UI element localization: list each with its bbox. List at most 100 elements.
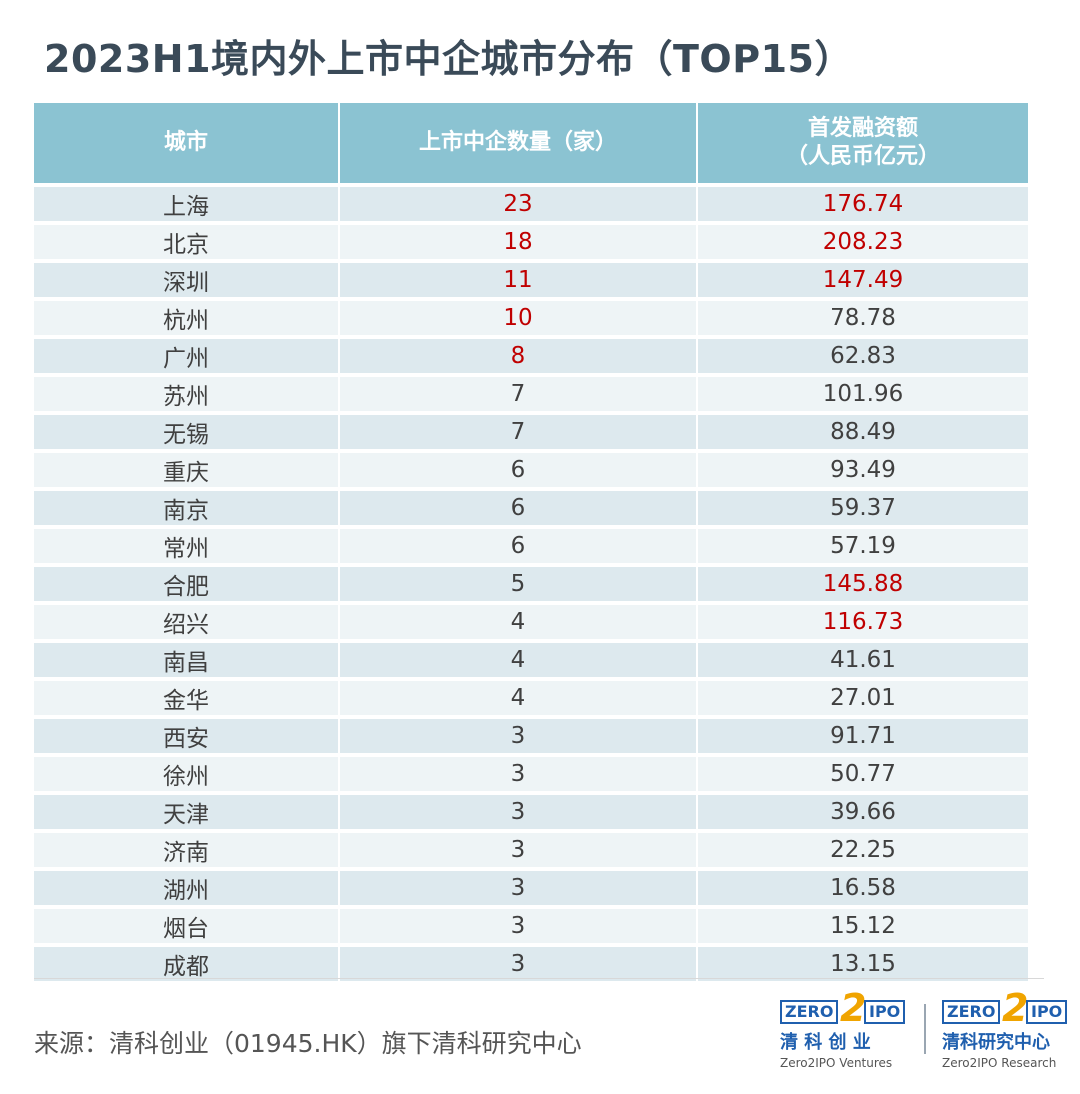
table-row: 北京 18 208.23 (34, 221, 1028, 261)
count-cell: 3 (338, 943, 697, 981)
chart-title: 2023H1境内外上市中企城市分布（TOP15） (44, 37, 853, 81)
table-row: 烟台 3 15.12 (34, 905, 1028, 945)
zero2ipo-research-logo: ZERO 2 IPO 清科研究中心 Zero2IPO Research (942, 988, 1068, 1070)
count-cell: 4 (338, 639, 697, 679)
city-cell: 济南 (34, 829, 339, 869)
city-cell: 烟台 (34, 905, 339, 945)
amount-cell: 50.77 (696, 753, 1028, 793)
table-body: 上海 23 176.74 北京 18 208.23 深圳 11 147.49 杭州 10 78.78 广… (34, 183, 1028, 981)
city-cell: 天津 (34, 791, 339, 831)
count-cell: 11 (338, 259, 697, 299)
amount-cell: 16.58 (696, 867, 1028, 907)
table-row: 徐州 3 50.77 (34, 753, 1028, 793)
count-cell: 8 (338, 335, 697, 375)
count-cell: 6 (338, 487, 697, 527)
count-cell: 5 (338, 563, 697, 603)
city-cell: 金华 (34, 677, 339, 717)
amount-cell: 88.49 (696, 411, 1028, 451)
city-cell: 深圳 (34, 259, 339, 299)
count-cell: 23 (338, 183, 697, 223)
zero2ipo-ventures-logo: ZERO 2 IPO 清 科 创 业 Zero2IPO Ventures (780, 988, 910, 1070)
table-row: 湖州 3 16.58 (34, 867, 1028, 907)
amount-cell: 57.19 (696, 525, 1028, 565)
table-row: 绍兴 4 116.73 (34, 601, 1028, 641)
table-row: 上海 23 176.74 (34, 183, 1028, 223)
logo-separator (924, 1004, 926, 1054)
amount-cell: 145.88 (696, 563, 1028, 603)
table-row: 重庆 6 93.49 (34, 449, 1028, 489)
amount-cell: 22.25 (696, 829, 1028, 869)
count-cell: 18 (338, 221, 697, 261)
logo-cn-name: 清科研究中心 (942, 1032, 1050, 1053)
city-cell: 西安 (34, 715, 339, 755)
count-cell: 4 (338, 601, 697, 641)
amount-cell: 78.78 (696, 297, 1028, 337)
logo-cn-name: 清 科 创 业 (780, 1032, 871, 1053)
footer-divider (34, 978, 1044, 979)
table-row: 无锡 7 88.49 (34, 411, 1028, 451)
city-cell: 广州 (34, 335, 339, 375)
city-cell: 湖州 (34, 867, 339, 907)
table-row: 南京 6 59.37 (34, 487, 1028, 527)
column-header-count: 上市中企数量（家） (338, 103, 697, 185)
table-row: 成都 3 13.15 (34, 943, 1028, 981)
logo-en-name: Zero2IPO Ventures (780, 1056, 893, 1070)
city-cell: 南昌 (34, 639, 339, 679)
table-row: 苏州 7 101.96 (34, 373, 1028, 413)
table-row: 济南 3 22.25 (34, 829, 1028, 869)
source-note: 来源：清科创业（01945.HK）旗下清科研究中心 (34, 1029, 582, 1058)
logo-box-zero: ZERO (942, 1000, 1001, 1024)
zero2ipo-research-mark: ZERO 2 IPO (942, 988, 1068, 1028)
table-row: 合肥 5 145.88 (34, 563, 1028, 603)
count-cell: 6 (338, 525, 697, 565)
amount-cell: 93.49 (696, 449, 1028, 489)
count-cell: 6 (338, 449, 697, 489)
amount-cell: 41.61 (696, 639, 1028, 679)
logo-box-ipo: IPO (864, 1000, 906, 1024)
count-cell: 3 (338, 753, 697, 793)
count-cell: 3 (338, 791, 697, 831)
city-cell: 常州 (34, 525, 339, 565)
count-cell: 7 (338, 373, 697, 413)
city-cell: 重庆 (34, 449, 339, 489)
table-header-row: 城市 上市中企数量（家） 首发融资额 （人民币亿元） (34, 103, 1028, 185)
city-cell: 合肥 (34, 563, 339, 603)
count-cell: 3 (338, 905, 697, 945)
amount-cell: 116.73 (696, 601, 1028, 641)
data-table: 城市 上市中企数量（家） 首发融资额 （人民币亿元） 上海 23 176.74 北京 1… (34, 103, 1028, 981)
amount-cell: 27.01 (696, 677, 1028, 717)
count-cell: 3 (338, 715, 697, 755)
amount-cell: 208.23 (696, 221, 1028, 261)
count-cell: 10 (338, 297, 697, 337)
amount-cell: 39.66 (696, 791, 1028, 831)
amount-cell: 101.96 (696, 373, 1028, 413)
logo-box-zero: ZERO (780, 1000, 839, 1024)
table-row: 金华 4 27.01 (34, 677, 1028, 717)
count-cell: 7 (338, 411, 697, 451)
amount-cell: 91.71 (696, 715, 1028, 755)
city-cell: 南京 (34, 487, 339, 527)
count-cell: 3 (338, 829, 697, 869)
amount-cell: 59.37 (696, 487, 1028, 527)
amount-cell: 15.12 (696, 905, 1028, 945)
table-row: 天津 3 39.66 (34, 791, 1028, 831)
table-row: 常州 6 57.19 (34, 525, 1028, 565)
zero2ipo-ventures-mark: ZERO 2 IPO (780, 988, 910, 1028)
count-cell: 3 (338, 867, 697, 907)
table-row: 杭州 10 78.78 (34, 297, 1028, 337)
table-row: 西安 3 91.71 (34, 715, 1028, 755)
city-cell: 绍兴 (34, 601, 339, 641)
logo-en-name: Zero2IPO Research (942, 1056, 1057, 1070)
amount-cell: 13.15 (696, 943, 1028, 981)
column-header-city: 城市 (34, 103, 339, 185)
city-cell: 杭州 (34, 297, 339, 337)
city-cell: 北京 (34, 221, 339, 261)
column-header-amount: 首发融资额 （人民币亿元） (696, 103, 1028, 185)
count-cell: 4 (338, 677, 697, 717)
city-cell: 徐州 (34, 753, 339, 793)
amount-cell: 147.49 (696, 259, 1028, 299)
logo-numeral: 2 (1002, 986, 1029, 1030)
city-cell: 成都 (34, 943, 339, 981)
city-cell: 上海 (34, 183, 339, 223)
table-row: 南昌 4 41.61 (34, 639, 1028, 679)
